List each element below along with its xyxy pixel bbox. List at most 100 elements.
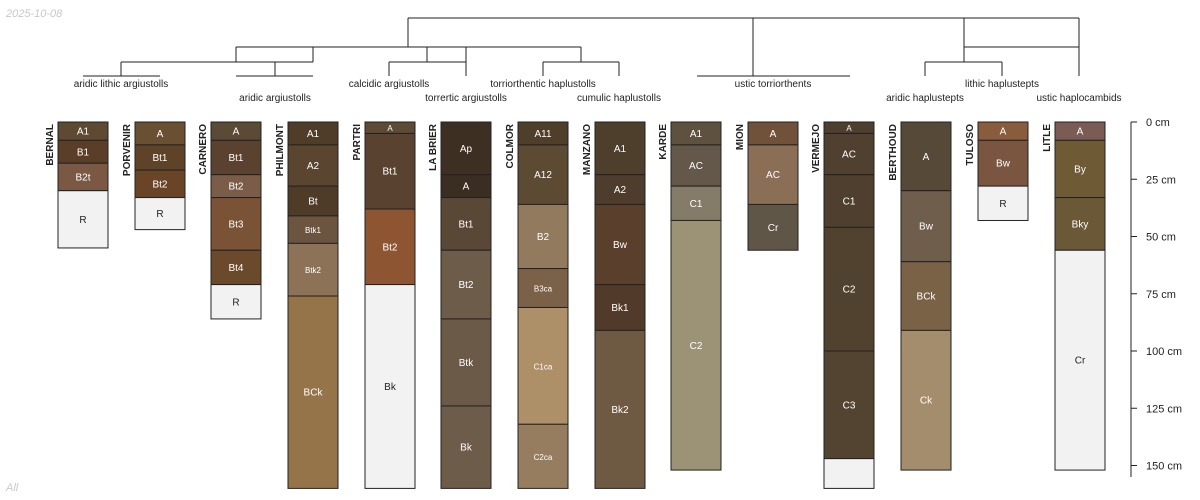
taxon-label-calcidic-argiustolls: calcidic argiustolls [349, 79, 430, 90]
horizon-manzano-bw [594, 203, 646, 286]
horizon-philmont-btk1 [287, 215, 339, 244]
horizon-mion-ac [747, 144, 799, 205]
horizon-label: R [156, 209, 163, 220]
horizon-label: Bt1 [152, 153, 167, 164]
horizon-philmont-btk2 [287, 242, 339, 297]
horizon-label: Bt2 [152, 179, 167, 190]
taxon-label-lithic-haplustepts: lithic haplustepts [965, 79, 1039, 90]
horizon-label: B2t [75, 172, 90, 183]
horizon-colmor-b3ca [517, 268, 569, 308]
profile-name-manzano: MANZANO [582, 124, 593, 175]
horizon-la-brier-bt1 [440, 197, 492, 251]
depth-tick-label: 0 cm [1146, 117, 1170, 129]
horizon-label: Bt3 [228, 219, 243, 230]
horizon-philmont-bck [287, 295, 339, 489]
horizon-label: Bt1 [382, 167, 397, 178]
horizon-partri-bk [364, 284, 416, 489]
horizon-label: BCk [304, 388, 324, 399]
horizon-partri-bt2 [364, 208, 416, 286]
horizon-label: A [1077, 127, 1084, 138]
horizon-label: A [387, 124, 393, 133]
horizon-label: Bk1 [611, 303, 629, 314]
horizon-label: C1 [843, 197, 856, 208]
depth-tick-label: 75 cm [1146, 289, 1176, 301]
depth-tick-label: 50 cm [1146, 232, 1176, 244]
taxon-label-ustic-haplocambids: ustic haplocambids [1036, 93, 1121, 104]
horizon-label: C2 [690, 341, 703, 352]
profile-name-colmor: COLMOR [505, 123, 516, 168]
horizon-label: A [233, 127, 240, 138]
horizon-label: A2 [307, 161, 320, 172]
horizon-bernal-b2t [57, 162, 109, 192]
horizon-label: Bt4 [228, 263, 243, 274]
horizon-carnero-bt1 [210, 139, 262, 176]
horizon-tuloso-bw [977, 139, 1029, 187]
horizon-la-brier-bk [440, 405, 492, 489]
horizon-label: Bk2 [611, 405, 629, 416]
horizon-label: Bw [996, 159, 1011, 170]
horizon-label: A1 [614, 144, 627, 155]
taxon-label-torriorthentic-haplustolls: torriorthentic haplustolls [490, 79, 596, 90]
taxon-label-torrertic-argiustolls: torrertic argiustolls [425, 93, 507, 104]
horizon-label: Btk [459, 358, 474, 369]
profile-name-mion: MION [735, 124, 746, 150]
horizon-porvenir-bt2 [134, 169, 186, 199]
profile-name-karde: KARDE [658, 124, 669, 160]
horizon-manzano-bk2 [594, 329, 646, 489]
horizon-vermejo-lower [823, 458, 875, 489]
horizon-label: A [463, 182, 470, 193]
horizon-label: C3 [843, 400, 856, 411]
horizon-label: Ap [460, 144, 473, 155]
horizon-bernal-r [57, 190, 109, 249]
horizon-karde-c2 [670, 219, 722, 471]
horizon-carnero-r [210, 284, 262, 320]
depth-tick-label: 25 cm [1146, 174, 1176, 186]
horizon-label: A1 [77, 127, 90, 138]
taxon-label-aridic-haplustepts: aridic haplustepts [886, 93, 964, 104]
horizon-label: Bt2 [458, 280, 473, 291]
horizon-la-brier-ap [440, 121, 492, 176]
horizon-label: Btk2 [305, 266, 322, 275]
horizon-litle-cr [1054, 249, 1106, 471]
horizon-colmor-c1ca [517, 306, 569, 425]
horizon-label: Bw [919, 222, 934, 233]
taxon-label-cumulic-haplustolls: cumulic haplustolls [577, 93, 661, 104]
horizon-label: Bt [308, 197, 318, 208]
profile-name-litle: LITLE [1042, 124, 1053, 152]
horizon-label: C2 [843, 285, 856, 296]
horizon-vermejo-c1 [823, 174, 875, 228]
horizon-label: By [1074, 164, 1086, 175]
horizon-carnero-bt4 [210, 249, 262, 286]
horizon-karde-ac [670, 144, 722, 187]
horizon-label: A [846, 124, 852, 133]
horizon-colmor-b2 [517, 203, 569, 270]
horizon-label: B2 [537, 232, 550, 243]
horizon-mion-cr [747, 203, 799, 251]
profile-name-carnero: CARNERO [198, 124, 209, 175]
horizon-label: A1 [690, 129, 703, 140]
horizon-label: A [923, 152, 930, 163]
horizon-label: R [999, 199, 1006, 210]
depth-tick-label: 125 cm [1146, 403, 1182, 415]
profile-name-berthoud: BERTHOUD [888, 124, 899, 181]
horizon-berthoud-bw [900, 190, 952, 263]
horizon-berthoud-bck [900, 261, 952, 331]
horizon-label: AC [842, 150, 856, 161]
horizon-label: Bt2 [228, 182, 243, 193]
profile-name-la-brier: LA BRIER [428, 123, 439, 171]
horizon-label: A [770, 129, 777, 140]
horizon-manzano-a2 [594, 174, 646, 205]
horizon-philmont-a2 [287, 144, 339, 187]
horizon-label: A1 [307, 129, 320, 140]
horizon-label: BCk [917, 292, 937, 303]
horizon-label: Ck [920, 396, 933, 407]
profile-name-philmont: PHILMONT [275, 124, 286, 176]
horizon-porvenir-r [134, 197, 186, 231]
horizon-label: AC [766, 170, 780, 181]
horizon-litle-by [1054, 139, 1106, 199]
horizon-colmor-a12 [517, 144, 569, 205]
depth-tick-label: 100 cm [1146, 346, 1182, 358]
horizon-label: A11 [534, 129, 551, 140]
horizon-partri-bt1 [364, 132, 416, 210]
